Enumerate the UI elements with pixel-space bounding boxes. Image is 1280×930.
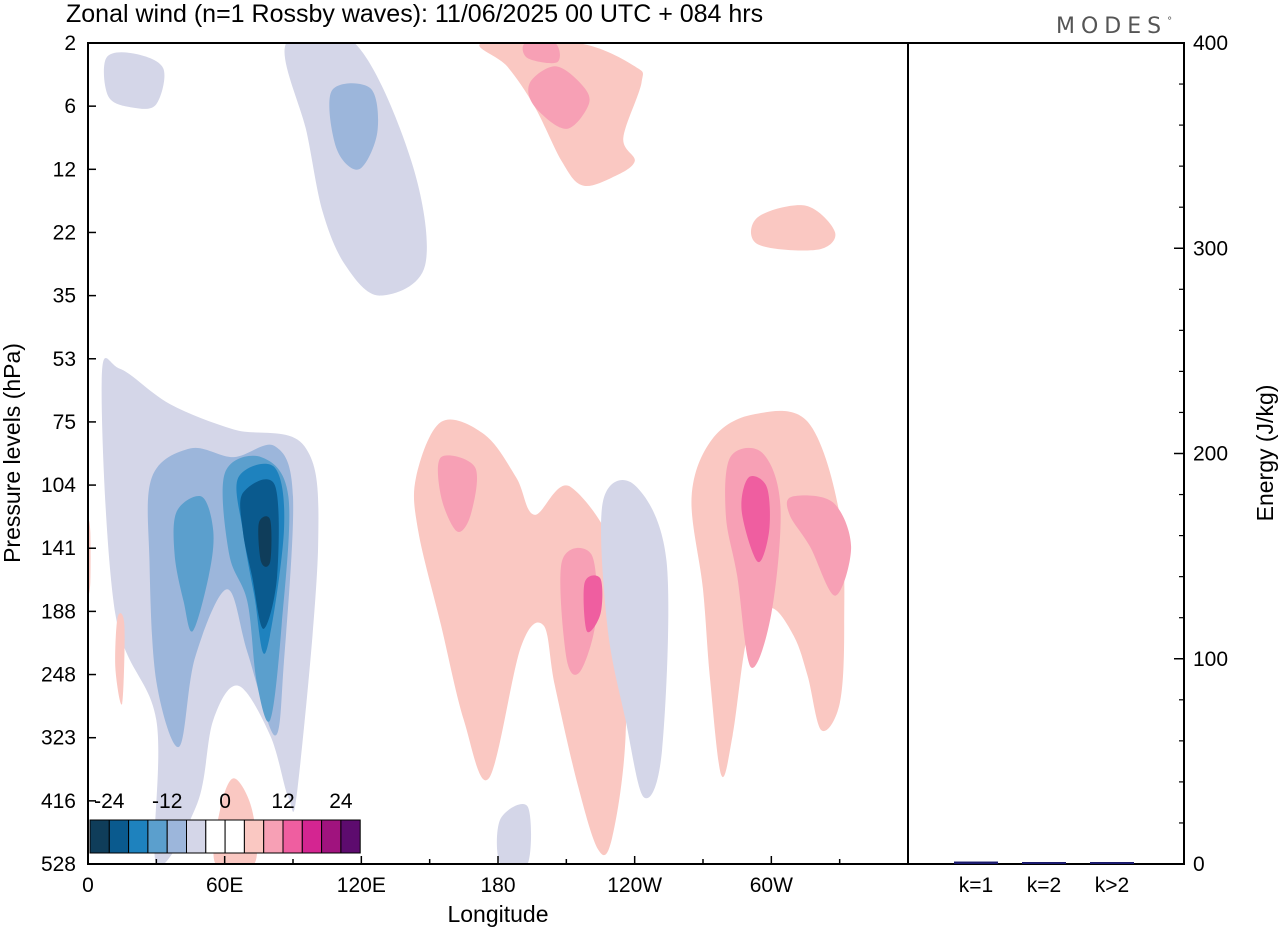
x-axis-label: Longitude [447,901,548,927]
contour-region-17 [413,419,629,856]
energy-axis: 0 100 200 300 400 [1174,32,1228,876]
energy-categories: k=1 k=2 k>2 [959,874,1129,897]
colorbar-swatch-9 [243,819,265,854]
colorbar-label: 0 [219,790,231,813]
energy-category-label: k=2 [1027,874,1061,897]
colorbar-swatch-8 [224,819,245,854]
contour-region-24 [786,495,852,596]
colorbar-swatch-4 [147,819,168,854]
energy-tick-label: 100 [1193,648,1228,671]
colorbar-swatch-12 [301,819,323,854]
chart-title: Zonal wind (n=1 Rossby waves): 11/06/202… [66,0,763,28]
colorbar-label: 24 [329,790,353,813]
x-tick-label: 180 [480,874,515,897]
contour-region-20 [583,575,603,633]
contour-region-14 [522,43,560,64]
energy-bar-1 [954,861,998,864]
contour-field [88,43,852,864]
colorbar-swatch-11 [282,819,303,854]
y-tick-label: 22 [53,221,76,244]
x-tick-label: 120W [607,874,662,897]
colorbar-label: 12 [271,790,294,813]
colorbar-swatch-2 [108,819,130,854]
y-tick-label: 75 [53,411,76,434]
y-tick-label: 6 [64,95,76,118]
colorbar-swatch-10 [263,819,284,854]
energy-tick-label: 200 [1193,443,1228,466]
energy-tick-label: 400 [1193,32,1228,55]
contour-region-1 [103,52,165,109]
y-axis-label: Pressure levels (hPa) [0,343,25,563]
energy-tick-label: 300 [1193,237,1228,260]
colorbar-label: -12 [152,790,182,813]
colorbar-swatch-14 [340,819,361,854]
contour-region-6 [173,495,214,632]
colorbar-swatch-13 [321,819,342,854]
colorbar [89,819,361,854]
contour-region-3 [329,83,379,170]
y-tick-label: 104 [41,474,76,497]
y-tick-label: 141 [41,537,76,560]
y-tick-label: 12 [53,158,76,181]
y-tick-label: 323 [41,727,76,750]
colorbar-swatch-7 [205,819,226,854]
pressure-axis: 2 6 12 22 35 53 75 104 141 188 248 323 416 528 [41,32,96,876]
colorbar-swatch-6 [186,819,207,854]
contour-region-23 [741,476,770,563]
longitude-axis: 0 60E 120E 180 120W 60W [82,856,841,897]
colorbar-labels: -24 -12 0 12 24 [94,790,353,813]
contour-region-9 [240,479,279,629]
x-tick-label: 60E [206,874,243,897]
x-tick-label: 120E [337,874,386,897]
y-tick-label: 2 [64,32,76,55]
energy-bars [954,861,1134,864]
y-tick-label: 53 [53,348,76,371]
contour-region-18 [437,455,478,532]
x-tick-label: 60W [750,874,793,897]
colorbar-swatch-1 [89,819,110,854]
x-tick-label: 0 [82,874,94,897]
y-tick-label: 528 [41,853,76,876]
y-tick-label: 248 [41,664,76,687]
y-tick-label: 188 [41,600,76,623]
y-tick-label: 35 [53,285,76,308]
colorbar-label: -24 [94,790,125,813]
contour-region-12 [496,804,532,864]
colorbar-swatch-3 [128,819,149,854]
contour-region-26 [115,613,125,705]
energy-category-label: k>2 [1095,874,1129,897]
colorbar-swatch-5 [166,819,187,854]
contour-region-10 [258,516,272,567]
contour-region-25 [601,479,669,799]
contour-region-15 [528,66,590,129]
energy-bar-3 [1090,862,1134,864]
y-tick-label: 416 [41,790,76,813]
energy-tick-label: 0 [1193,853,1205,876]
contour-region-16 [750,205,836,251]
energy-category-label: k=1 [959,874,993,897]
energy-bar-2 [1022,862,1066,864]
modes-logo: MODES° [1056,14,1172,39]
energy-axis-label: Energy (J/kg) [1252,385,1278,522]
